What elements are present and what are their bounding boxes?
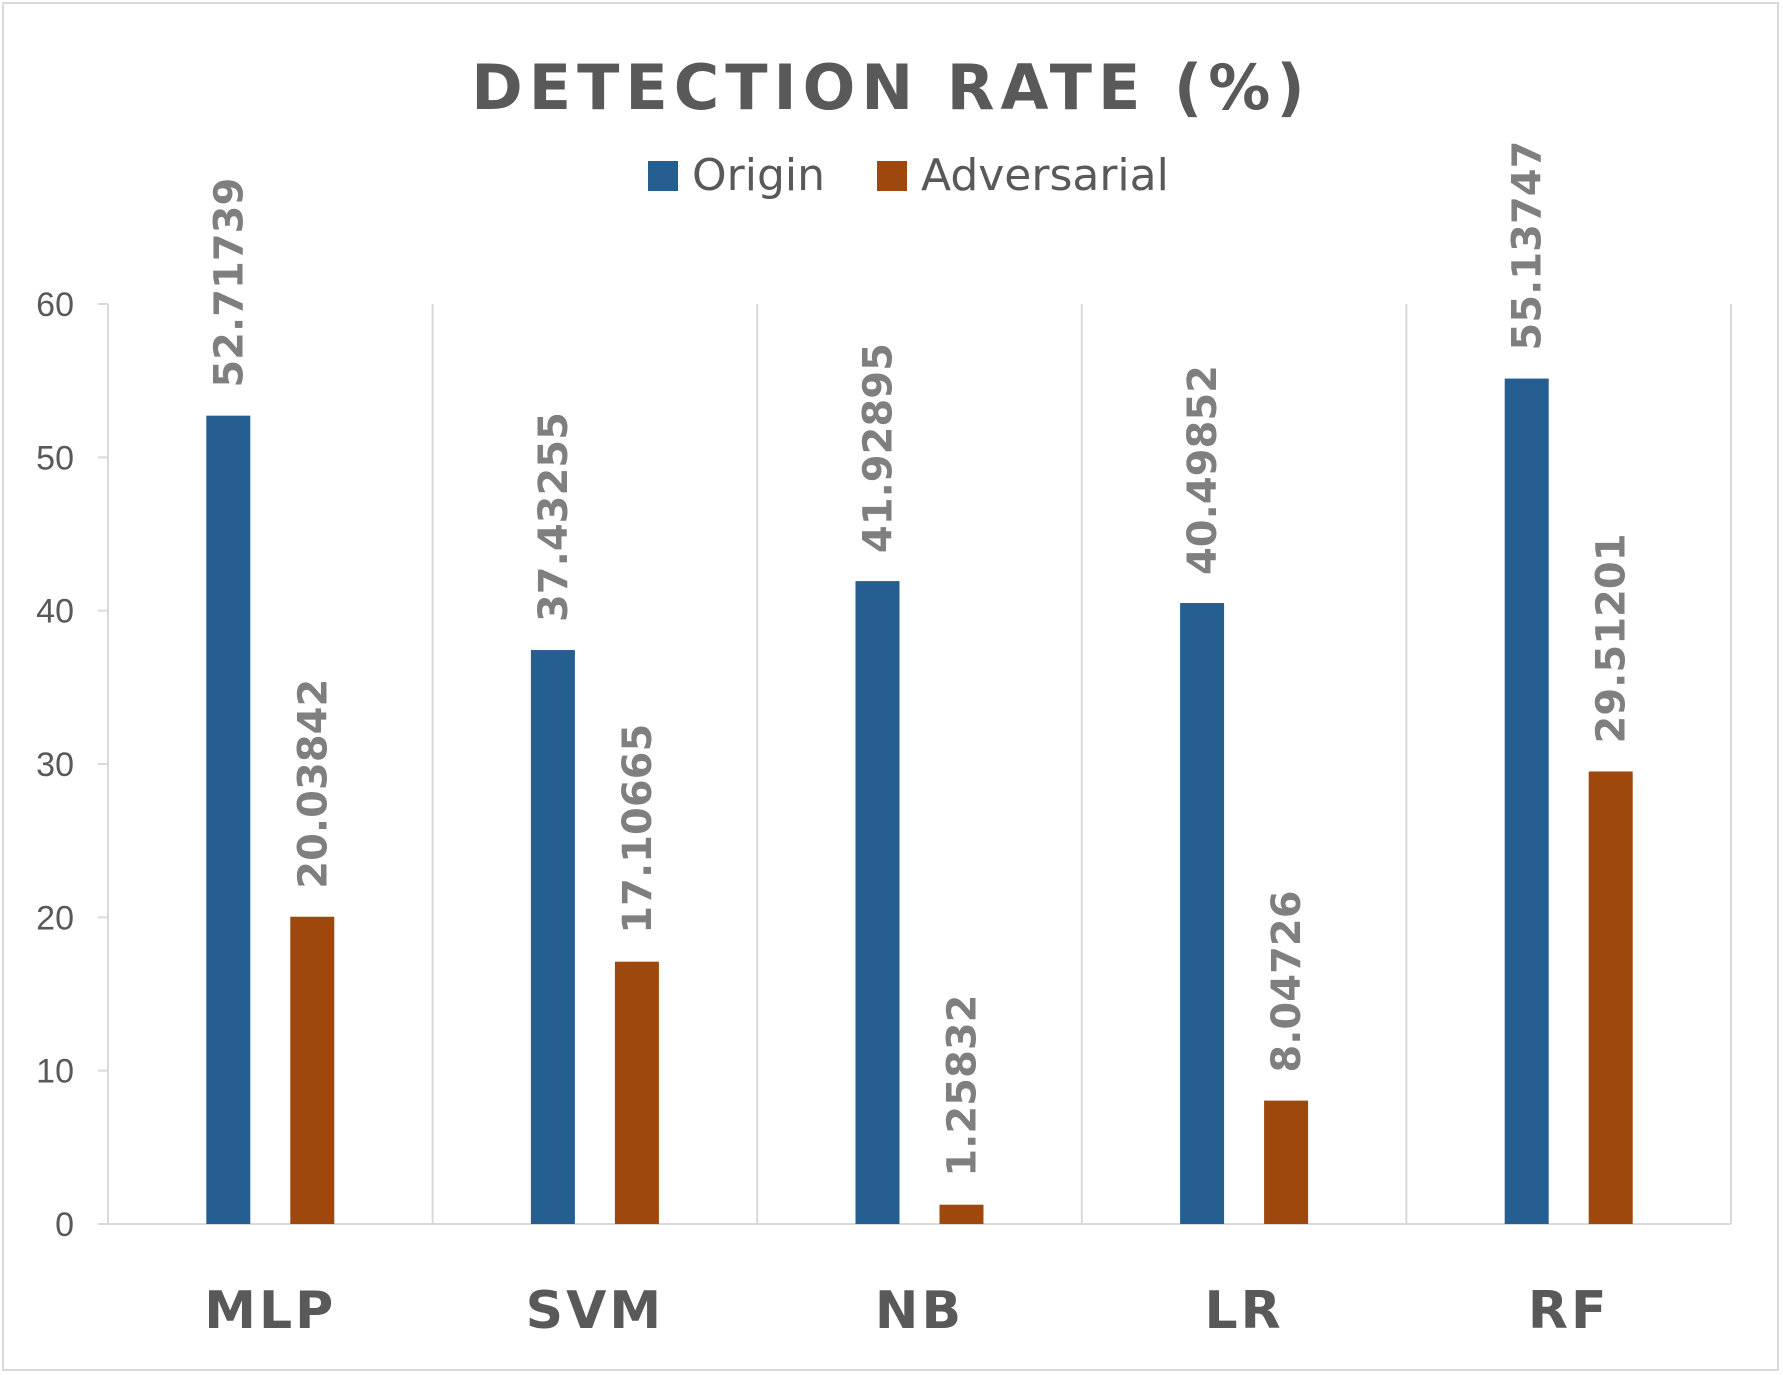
bar-origin-mlp [206,415,251,1224]
x-tick-label-lr: LR [1205,1281,1284,1341]
y-tick-label: 0 [55,1206,74,1244]
data-labels: 52.71739 37.43255 41.92895 40.49852 55.13747… [206,141,1634,1177]
bar-adversarial-mlp [290,916,335,1224]
data-label-adversarial-nb: 1.25832 [940,995,986,1177]
data-label-adversarial-lr: 8.04726 [1264,890,1310,1072]
bar-origin-rf [1504,378,1549,1224]
legend-label-adversarial: Adversarial [921,150,1169,201]
bar-origin-nb [855,581,900,1224]
chart-title: DETECTION RATE (%) [471,51,1310,124]
y-tick-label: 30 [36,746,74,784]
data-label-adversarial-svm: 17.10665 [615,724,661,934]
grid [98,303,1732,1225]
bar-adversarial-lr [1264,1100,1309,1224]
y-tick-label: 60 [36,286,74,324]
legend: Origin Adversarial [648,150,1169,201]
y-axis-ticks: 0 10 20 30 40 50 60 [36,286,74,1244]
data-label-adversarial-mlp: 20.03842 [290,679,336,889]
legend-swatch-adversarial [877,161,907,191]
data-label-origin-nb: 41.92895 [856,343,902,553]
bar-origin-svm [530,650,575,1224]
data-label-origin-svm: 37.43255 [531,412,577,622]
legend-label-origin: Origin [692,150,825,201]
bar-adversarial-rf [1588,771,1633,1224]
bar-adversarial-nb [939,1204,984,1224]
bar-origin-lr [1180,603,1225,1224]
data-label-origin-lr: 40.49852 [1180,365,1226,575]
data-label-adversarial-rf: 29.51201 [1589,533,1635,743]
x-tick-label-mlp: MLP [204,1281,336,1341]
data-label-origin-mlp: 52.71739 [206,178,252,388]
y-tick-label: 40 [36,593,74,631]
x-tick-label-nb: NB [875,1281,964,1341]
y-tick-label: 10 [36,1053,74,1091]
bars [206,378,1633,1224]
x-tick-label-rf: RF [1528,1281,1610,1341]
bar-adversarial-svm [614,961,659,1224]
y-tick-label: 20 [36,899,74,937]
y-tick-label: 50 [36,439,74,477]
x-axis-ticks: MLP SVM NB LR RF [204,1281,1610,1341]
x-tick-label-svm: SVM [526,1281,664,1341]
data-label-origin-rf: 55.13747 [1505,141,1551,351]
legend-swatch-origin [648,161,678,191]
